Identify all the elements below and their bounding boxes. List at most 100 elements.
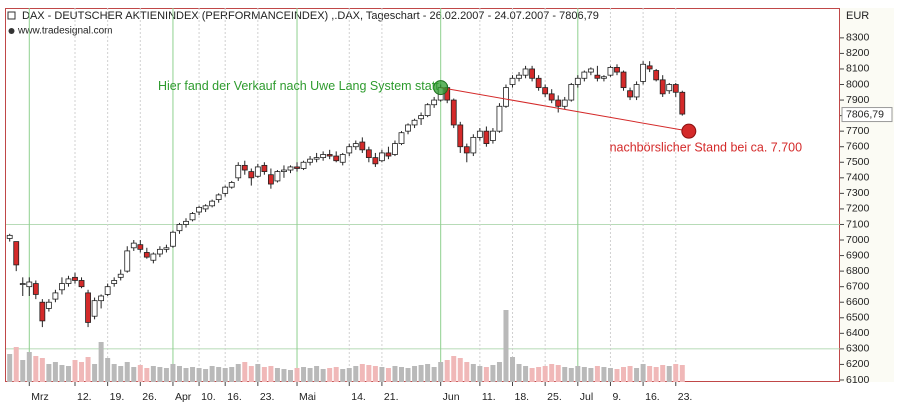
volume-bar bbox=[183, 368, 189, 382]
candle-body bbox=[91, 300, 98, 317]
annotation-point bbox=[433, 80, 449, 96]
volume-bar bbox=[516, 364, 522, 382]
volume-bar bbox=[222, 368, 228, 382]
marks: Hier fand der Verkauf nach Uwe Lang Syst… bbox=[6, 61, 802, 382]
x-tick-label: Apr bbox=[175, 391, 192, 403]
volume-bar bbox=[65, 366, 71, 382]
axis-panel bbox=[840, 8, 894, 382]
annotation-text: Hier fand der Verkauf nach Uwe Lang Syst… bbox=[158, 79, 439, 93]
candle-body bbox=[13, 241, 20, 266]
x-tick-label: 19. bbox=[110, 391, 125, 403]
candle-body bbox=[620, 71, 627, 89]
volume-bar bbox=[470, 364, 476, 382]
volume-bar bbox=[320, 369, 326, 382]
y-tick-label: 7600 bbox=[846, 140, 870, 152]
volume-bar bbox=[542, 366, 548, 382]
x-tick-label: Mrz bbox=[31, 391, 49, 403]
volume-bar bbox=[379, 367, 385, 382]
candle-body bbox=[124, 250, 131, 272]
candle-body bbox=[411, 119, 418, 126]
volume-bar bbox=[98, 342, 104, 382]
candle-body bbox=[646, 65, 653, 70]
candle-body bbox=[627, 90, 633, 98]
volume-bar bbox=[39, 358, 45, 382]
volume-bar bbox=[20, 360, 26, 382]
x-tick-label: 21. bbox=[384, 391, 399, 403]
volume-bar bbox=[92, 364, 98, 382]
candle-body bbox=[261, 164, 268, 172]
candle-body bbox=[561, 99, 568, 107]
volume-bar bbox=[444, 360, 450, 382]
volume-bar bbox=[176, 366, 182, 382]
candle-body bbox=[111, 280, 118, 284]
volume-bar bbox=[287, 370, 293, 382]
candle-body bbox=[418, 115, 424, 120]
y-tick-label: 6100 bbox=[846, 374, 870, 386]
y-tick-label: 7700 bbox=[846, 125, 870, 137]
candle-body bbox=[679, 91, 686, 115]
candle-body bbox=[333, 155, 340, 162]
volume-bar bbox=[229, 367, 235, 382]
volume-bar bbox=[268, 366, 274, 382]
candle-body bbox=[659, 79, 666, 95]
y-tick-label: 8000 bbox=[846, 78, 870, 90]
volume-bar bbox=[555, 365, 561, 382]
icon bbox=[8, 28, 15, 34]
volume-bar bbox=[274, 368, 280, 382]
y-tick-label: 7900 bbox=[846, 94, 870, 106]
candle-body bbox=[653, 70, 660, 81]
candle-body bbox=[574, 77, 581, 85]
volume-bar bbox=[588, 368, 594, 382]
volume-bar bbox=[529, 368, 535, 382]
volume-bar bbox=[301, 367, 307, 382]
volume-bar bbox=[483, 367, 489, 382]
volume-bar bbox=[372, 366, 378, 382]
candle-body bbox=[222, 186, 229, 194]
x-tick-label: 23. bbox=[260, 391, 275, 403]
volume-bar bbox=[203, 369, 209, 382]
volume-bar bbox=[673, 364, 679, 382]
volume-bar bbox=[294, 368, 300, 382]
volume-bar bbox=[216, 367, 222, 382]
y-tick-label: 6200 bbox=[846, 358, 870, 370]
x-tick-label: Jul bbox=[580, 391, 593, 403]
y-tick-label: 6500 bbox=[846, 312, 870, 324]
last-price-label: 7806,79 bbox=[846, 108, 884, 120]
y-tick-label: 6900 bbox=[846, 249, 870, 261]
volume-bar bbox=[85, 357, 91, 382]
x-tick-label: Jun bbox=[443, 391, 460, 403]
volume-bar bbox=[124, 362, 130, 382]
chart-title: DAX - DEUTSCHER AKTIENINDEX (PERFORMANCE… bbox=[22, 10, 599, 22]
x-tick-label: 16. bbox=[645, 391, 660, 403]
y-tick-label: 8200 bbox=[846, 47, 870, 59]
volume-bar bbox=[163, 368, 169, 382]
candle-body bbox=[529, 68, 535, 79]
volume-bar bbox=[510, 357, 516, 382]
candle-body bbox=[45, 301, 52, 309]
volume-bar bbox=[679, 365, 685, 382]
candle-body bbox=[548, 93, 555, 101]
candle-body bbox=[215, 194, 222, 200]
volume-bar bbox=[503, 310, 509, 382]
y-tick-label: 7100 bbox=[846, 218, 870, 230]
candle-body bbox=[137, 244, 144, 250]
candle-body bbox=[130, 242, 137, 249]
volume-bar bbox=[523, 366, 529, 382]
y-tick-label: 7200 bbox=[846, 203, 870, 215]
candle-body bbox=[313, 157, 320, 160]
volume-bar bbox=[314, 366, 320, 382]
candle-body bbox=[405, 124, 411, 132]
candle-body bbox=[463, 146, 470, 154]
candle-body bbox=[581, 71, 588, 79]
candle-body bbox=[359, 141, 366, 151]
candle-body bbox=[150, 253, 157, 261]
volume-bar bbox=[261, 367, 267, 382]
volume-bar bbox=[157, 367, 163, 382]
candle-body bbox=[601, 76, 607, 79]
candle-body bbox=[19, 283, 26, 285]
candle-body bbox=[32, 283, 39, 295]
candle-body bbox=[555, 99, 562, 107]
annotation-line bbox=[440, 87, 689, 132]
